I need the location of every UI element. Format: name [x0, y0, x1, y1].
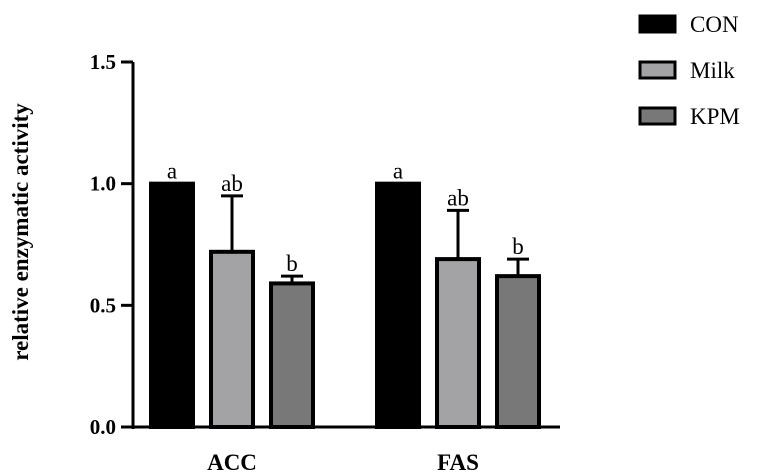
legend-swatch-milk [638, 60, 677, 80]
legend-label-con: CON [690, 12, 739, 37]
y-axis-label: relative enzymatic activity [8, 103, 33, 361]
legend-label-kpm: KPM [690, 104, 740, 129]
legend-swatch-kpm [638, 106, 677, 126]
significance-label: b [512, 234, 524, 259]
bars: a ab b a ab b [149, 159, 541, 429]
y-tick-label: 0.5 [90, 293, 116, 317]
bar-con-acc [149, 181, 195, 429]
axes: 0.0 0.5 1.0 1.5 ACC FAS [90, 50, 560, 472]
bar-con-fas [375, 181, 421, 429]
bar-kpm-acc [269, 281, 315, 429]
y-tick-label: 0.0 [90, 415, 116, 439]
bar-milk-acc [209, 249, 255, 429]
bar-milk-fas [435, 257, 481, 429]
legend: CON Milk KPM [638, 12, 740, 129]
significance-label: ab [221, 171, 243, 196]
significance-label: a [167, 159, 177, 184]
y-tick-label: 1.0 [90, 172, 116, 196]
significance-label: ab [447, 185, 469, 210]
legend-swatch-con [638, 14, 677, 34]
x-tick-label: ACC [207, 450, 257, 472]
x-tick-label: FAS [437, 450, 479, 472]
y-tick-label: 1.5 [90, 50, 116, 74]
legend-label-milk: Milk [690, 58, 735, 83]
significance-label: b [286, 251, 298, 276]
bar-kpm-fas [495, 274, 541, 429]
significance-label: a [393, 159, 403, 184]
